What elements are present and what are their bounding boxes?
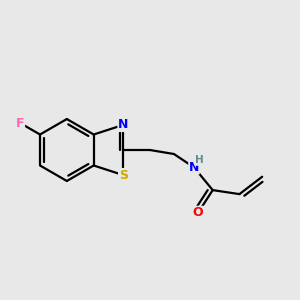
Text: N: N [118,118,128,131]
Text: H: H [195,155,204,165]
Text: N: N [189,161,199,174]
Text: S: S [118,169,127,182]
Text: F: F [16,117,25,130]
Text: O: O [193,206,203,219]
